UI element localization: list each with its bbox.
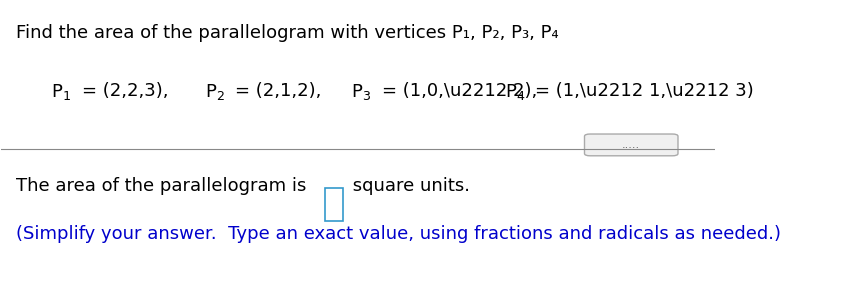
FancyBboxPatch shape [584,134,678,156]
Text: = (1,\u2212 1,\u2212 3): = (1,\u2212 1,\u2212 3) [536,82,754,100]
Text: .....: ..... [622,140,640,150]
Text: Find the area of the parallelogram with vertices P₁, P₂, P₃, P₄: Find the area of the parallelogram with … [16,24,558,42]
Text: square units.: square units. [347,177,470,195]
Text: = (2,1,2),: = (2,1,2), [236,82,322,100]
FancyBboxPatch shape [325,188,344,221]
Text: The area of the parallelogram is: The area of the parallelogram is [16,177,312,195]
Text: P$_4$: P$_4$ [504,82,525,102]
Text: = (2,2,3),: = (2,2,3), [82,82,168,100]
Text: P$_3$: P$_3$ [351,82,371,102]
Text: = (1,0,\u2212 2),: = (1,0,\u2212 2), [381,82,537,100]
Text: (Simplify your answer.  Type an exact value, using fractions and radicals as nee: (Simplify your answer. Type an exact val… [16,225,781,243]
Text: P$_2$: P$_2$ [205,82,225,102]
Text: P$_1$: P$_1$ [51,82,72,102]
